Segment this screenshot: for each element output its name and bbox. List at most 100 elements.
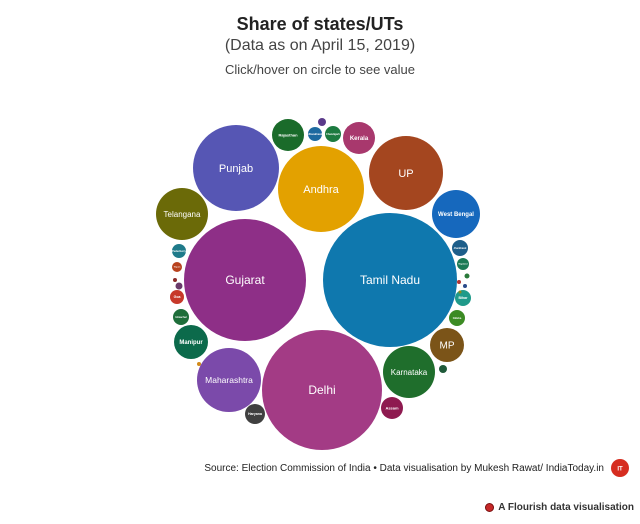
- bubble-circle[interactable]: [197, 348, 261, 412]
- bubble-circle[interactable]: [458, 290, 462, 294]
- chart-title: Share of states/UTs: [236, 14, 404, 34]
- bubble-ladakh[interactable]: Ladakh: [457, 280, 461, 284]
- bubble-haryana[interactable]: Haryana: [245, 404, 265, 424]
- bubble-circle[interactable]: [381, 397, 403, 419]
- bubble-j-k[interactable]: J&K: [173, 278, 177, 282]
- bubble-tamil-nadu[interactable]: Tamil Nadu: [323, 213, 457, 347]
- bubble-puducherry[interactable]: Puducherry: [172, 244, 187, 258]
- bubble-circle[interactable]: [170, 290, 184, 304]
- bubble-chandigarh[interactable]: Chandigarh: [325, 126, 341, 142]
- bubble-sikkim[interactable]: Sikkim: [464, 273, 470, 279]
- bubble-circle[interactable]: [457, 280, 461, 284]
- bubble-circle[interactable]: [343, 122, 375, 154]
- bubble-himachal[interactable]: Himachal: [173, 309, 189, 325]
- bubble-punjab[interactable]: Punjab: [193, 125, 279, 211]
- bubble-label: Mizoram: [320, 121, 324, 123]
- bubble-circle[interactable]: [430, 328, 464, 362]
- bubble-goa[interactable]: Goa: [170, 290, 184, 304]
- bubble-circle[interactable]: [245, 404, 265, 424]
- bubble-circle[interactable]: [272, 119, 304, 151]
- bubble-label: Uttarakhand: [308, 133, 323, 136]
- bubble-label: MP: [440, 341, 455, 352]
- bubble-circle[interactable]: [439, 365, 447, 373]
- bubble-bihar[interactable]: Bihar: [455, 290, 471, 306]
- bubble-circle[interactable]: [175, 282, 183, 290]
- bubble-circle[interactable]: [262, 330, 382, 450]
- bubble-nagaland[interactable]: Nagaland: [457, 258, 469, 270]
- bubble-circle[interactable]: [278, 146, 364, 232]
- bubble-maharashtra[interactable]: Maharashtra: [197, 348, 261, 412]
- bubble-label: Manipur: [179, 340, 203, 346]
- flourish-credit[interactable]: A Flourish data visualisation: [485, 502, 634, 513]
- bubble-circle[interactable]: [172, 244, 186, 258]
- bubble-label: Punjab: [219, 163, 253, 175]
- bubble-circle[interactable]: [449, 310, 465, 326]
- bubble-circle[interactable]: [383, 346, 435, 398]
- bubble-uttarakhand[interactable]: Uttarakhand: [308, 127, 323, 141]
- bubble-circle[interactable]: [432, 190, 480, 238]
- bubble-label: Puducherry: [172, 250, 187, 253]
- bubble-label: Andhra: [303, 184, 339, 196]
- bubble-dadra[interactable]: Dadra: [458, 290, 462, 294]
- bubble-label: Goa: [174, 295, 181, 299]
- chart-hint: Click/hover on circle to see value: [224, 62, 416, 77]
- bubble-manipur[interactable]: Manipur: [174, 325, 208, 359]
- bubble-label: Himachal: [175, 316, 186, 319]
- bubble-jharkhand[interactable]: Jharkhand: [452, 240, 468, 256]
- bubble-odisha[interactable]: Odisha: [449, 310, 465, 326]
- bubble-circle[interactable]: [369, 136, 443, 210]
- bubble-circle[interactable]: [173, 278, 177, 282]
- bubble-delhi[interactable]: Delhi: [262, 330, 382, 450]
- bubble-label: Odisha: [453, 317, 462, 320]
- bubble-circle[interactable]: [173, 309, 189, 325]
- india-today-logo-icon: IT: [611, 459, 629, 477]
- bubble-circle[interactable]: [318, 118, 326, 126]
- bubble-karnataka[interactable]: Karnataka: [383, 346, 435, 398]
- bubble-arunachal[interactable]: Arunachal: [463, 284, 468, 288]
- bubble-mp[interactable]: MP: [430, 328, 464, 362]
- flourish-credit-label: A Flourish data visualisation: [498, 502, 634, 513]
- bubble-gujarat[interactable]: Gujarat: [184, 219, 306, 341]
- bubble-circle[interactable]: [464, 273, 470, 279]
- bubble-circle[interactable]: [325, 126, 341, 142]
- bubble-label: Dadra: [459, 291, 462, 293]
- bubble-chart: Gujarat Tamil Nadu Delhi Punjab Andhra UP Maha…: [156, 118, 480, 450]
- bubble-daman[interactable]: Daman: [439, 365, 447, 373]
- bubble-label: UP: [398, 168, 413, 180]
- bubble-circle[interactable]: [455, 290, 471, 306]
- bubble-label: Kerala: [350, 136, 369, 142]
- bubble-assam[interactable]: Assam: [381, 397, 403, 419]
- bubble-circle[interactable]: [308, 127, 322, 141]
- svg-text:IT: IT: [617, 467, 623, 473]
- bubble-lakshadweep[interactable]: Lakshadweep: [196, 362, 203, 366]
- bubble-circle[interactable]: [452, 240, 468, 256]
- bubble-kerala[interactable]: Kerala: [343, 122, 375, 154]
- bubble-circle[interactable]: [463, 284, 467, 288]
- bubble-circle[interactable]: [156, 188, 208, 240]
- bubble-label: Delhi: [308, 383, 335, 397]
- bubble-up[interactable]: UP: [369, 136, 443, 210]
- bubble-circle[interactable]: [193, 125, 279, 211]
- bubble-circle[interactable]: [457, 258, 469, 270]
- bubble-west-bengal[interactable]: West Bengal: [432, 190, 480, 238]
- bubble-label: Assam: [385, 405, 399, 410]
- bubble-telangana[interactable]: Telangana: [156, 188, 208, 240]
- bubble-circle[interactable]: [184, 219, 306, 341]
- bubble-andhra[interactable]: Andhra: [278, 146, 364, 232]
- source-note: Source: Election Commission of India • D…: [204, 463, 604, 474]
- bubble-label: Chandigarh: [326, 133, 340, 136]
- bubble-circle[interactable]: [197, 362, 201, 366]
- bubble-tripura[interactable]: Tripura: [172, 262, 182, 272]
- bubble-circle[interactable]: [174, 325, 208, 359]
- bubble-circle[interactable]: [323, 213, 457, 347]
- bubble-mizoram[interactable]: Mizoram: [318, 118, 326, 126]
- bubble-label: Karnataka: [391, 368, 428, 377]
- bubble-label: Bihar: [459, 296, 469, 300]
- bubble-meghalaya[interactable]: Meghalaya: [175, 282, 183, 290]
- flourish-logo-icon: [485, 503, 495, 512]
- bubble-label: Jharkhand: [454, 247, 467, 250]
- bubble-label: Haryana: [248, 412, 262, 416]
- bubble-rajasthan[interactable]: Rajasthan: [272, 119, 304, 151]
- bubble-label: Rajasthan: [278, 132, 298, 137]
- bubble-circle[interactable]: [172, 262, 182, 272]
